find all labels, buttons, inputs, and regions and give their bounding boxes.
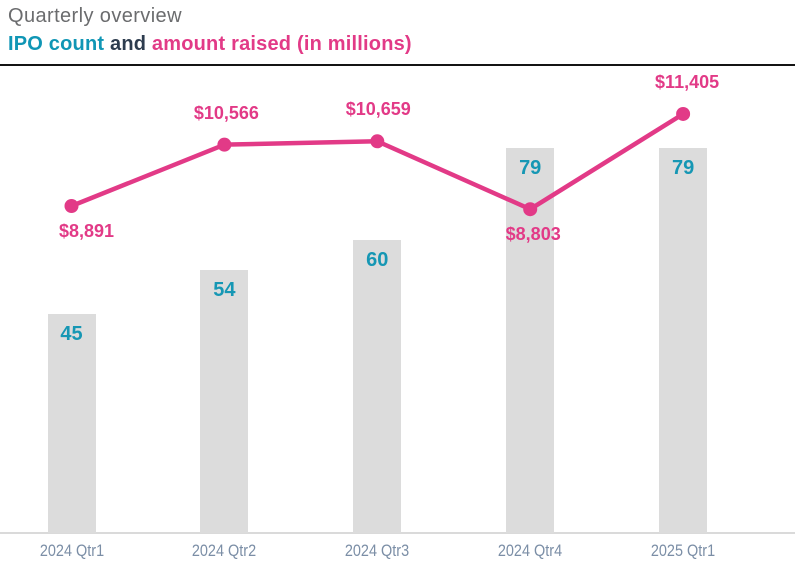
x-axis-line [0,532,795,534]
line-value-label: $8,891 [58,220,115,241]
bar-value-label: 79 [671,156,695,179]
bar-value-label: 54 [213,278,236,301]
line-point-marker [64,198,79,213]
subtitle-amount-raised: amount raised (in millions) [151,33,412,55]
subtitle-and: and [104,33,152,55]
header-divider-line [0,64,795,66]
line-point-marker [370,134,385,149]
line-value-label: $10,659 [345,99,411,120]
x-axis-label: 2024 Qtr3 [345,541,410,560]
chart-subtitle: IPO count and amount raised (in millions… [8,33,412,56]
chart-title: Quarterly overview [8,5,182,27]
line-point-marker [676,106,691,121]
line-value-label: $10,566 [193,102,259,123]
x-axis-label: 2024 Qtr4 [498,541,563,560]
x-axis-label: 2025 Qtr1 [650,541,716,560]
line-point-marker [217,137,232,152]
line-value-label: $11,405 [655,71,720,92]
x-axis-label: 2024 Qtr2 [192,541,257,560]
line-value-label: $8,803 [505,224,561,245]
x-axis-label: 2024 Qtr1 [39,541,104,560]
bar-2024-qtr2 [200,269,249,533]
bar-2024-qtr3 [353,240,402,533]
bar-value-label: 60 [366,249,389,272]
bar-value-label: 79 [519,156,542,179]
bar-value-label: 45 [60,322,83,345]
bar-2024-qtr1 [47,313,96,533]
subtitle-ipo-count: IPO count [8,33,105,55]
amount-raised-line [69,111,686,212]
bar-2024-qtr4 [506,147,555,533]
bar-2025-qtr1 [659,147,708,533]
